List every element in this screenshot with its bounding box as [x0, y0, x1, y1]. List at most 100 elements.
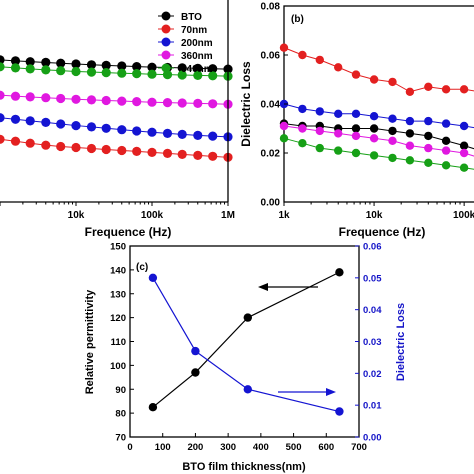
data-point-200nm — [351, 109, 361, 119]
y-tick-label: 0.02 — [261, 149, 281, 160]
data-point-70nm — [41, 140, 51, 150]
panel-c-label: (c) — [136, 262, 148, 273]
data-point-360nm — [388, 136, 397, 145]
data-point-bto — [132, 62, 142, 72]
data-point-bto — [208, 64, 218, 74]
data-point-bto — [10, 56, 21, 66]
panel-c-y2-ticks: 0.00 0.01 0.02 0.03 0.04 0.05 0.06 — [355, 242, 382, 444]
data-point-640nm — [0, 62, 5, 72]
data-point-200nm — [86, 122, 97, 132]
panel-c: 0 100 200 300 400 500 600 700 70 80 90 100 110 120 13… — [84, 242, 407, 474]
data-point-70nm — [0, 134, 5, 144]
x-tick-label: 700 — [351, 442, 367, 453]
data-point-dielectric-loss — [191, 346, 200, 356]
y-tick-label: 80 — [115, 409, 126, 420]
y-tick-label: 120 — [110, 313, 126, 324]
panel-c-y-axis-label: Relative permittivity — [84, 289, 96, 394]
data-point-bto — [441, 136, 451, 145]
panel-c-y2-axis-label: Dielectric Loss — [395, 303, 407, 381]
data-point-permittivity — [148, 403, 158, 412]
data-point-200nm — [41, 117, 51, 127]
legend-label: BTO — [181, 12, 202, 23]
x-tick-label: 100k — [453, 210, 474, 221]
y-tick-label: 140 — [110, 265, 126, 276]
y-tick-label: 0.00 — [261, 198, 281, 209]
data-point-bto — [405, 129, 415, 138]
y-tick-label: 110 — [111, 337, 126, 348]
data-point-70nm — [441, 85, 451, 94]
data-point-360nm — [193, 98, 203, 108]
data-point-bto — [25, 57, 35, 67]
series-line-bto — [0, 59, 229, 70]
data-point-640nm — [177, 70, 187, 80]
data-point-360nm — [424, 143, 433, 153]
panel-a: 10k 100k 1M BTO 70nm 200nm 360nm — [0, 0, 235, 239]
data-point-70nm — [56, 141, 66, 152]
data-point-70nm — [177, 149, 187, 159]
data-point-bto — [41, 57, 51, 67]
data-point-640nm — [101, 68, 111, 78]
data-point-640nm — [298, 139, 307, 148]
legend-label: 70nm — [181, 25, 207, 36]
data-point-bto — [424, 131, 433, 141]
data-point-640nm — [208, 71, 218, 81]
data-point-360nm — [10, 91, 21, 101]
data-point-70nm — [25, 138, 35, 148]
data-point-70nm — [132, 146, 142, 156]
series-line-640nm — [0, 66, 229, 77]
y2-tick-label: 0.01 — [363, 401, 382, 412]
data-point-200nm — [10, 114, 21, 124]
y-tick-label: 70 — [115, 433, 126, 444]
legend-label: 200nm — [181, 38, 213, 49]
y2-tick-label: 0.00 — [363, 433, 382, 444]
data-point-70nm — [388, 77, 397, 87]
panel-b-x-ticks: 1k 10k 100k — [278, 202, 474, 221]
data-point-640nm — [117, 68, 127, 78]
data-point-360nm — [147, 97, 157, 107]
x-tick-label: 600 — [318, 442, 334, 453]
data-point-360nm — [56, 93, 66, 104]
data-point-640nm — [334, 146, 343, 155]
panel-b: 1k 10k 100k 0.00 0.02 0.04 0.06 0.08 (b) Diele… — [239, 2, 474, 239]
x-tick-label: 0 — [127, 442, 132, 453]
right-axis-arrow — [278, 388, 336, 396]
series-line-360nm — [0, 94, 229, 105]
y2-tick-label: 0.05 — [363, 273, 382, 284]
y-tick-label: 130 — [110, 289, 126, 300]
panel-c-x-axis-label: BTO film thickness(nm) — [182, 461, 306, 473]
y-tick-label: 0.06 — [261, 51, 281, 62]
data-point-bto — [388, 126, 397, 136]
data-point-dielectric-loss — [243, 385, 252, 394]
left-axis-arrow — [258, 283, 318, 291]
legend-item-70nm: 70nm — [158, 24, 207, 36]
y2-tick-label: 0.02 — [363, 369, 382, 380]
y2-tick-label: 0.04 — [363, 305, 382, 316]
data-point-200nm — [56, 119, 66, 129]
x-tick-label: 10k — [366, 210, 383, 221]
data-point-bto — [117, 61, 127, 71]
data-point-permittivity — [335, 268, 344, 277]
data-point-640nm — [441, 161, 451, 170]
series-line-dielectric-loss — [152, 277, 340, 413]
data-point-70nm — [369, 75, 379, 84]
data-point-200nm — [71, 121, 81, 131]
data-point-640nm — [86, 67, 97, 77]
x-tick-label: 10k — [68, 210, 85, 221]
data-point-360nm — [208, 99, 218, 109]
data-point-640nm — [41, 65, 51, 75]
data-point-200nm — [315, 107, 324, 116]
y-tick-label: 90 — [115, 385, 126, 396]
data-point-640nm — [147, 69, 157, 79]
data-point-70nm — [147, 147, 157, 157]
y-tick-label: 0.04 — [261, 100, 281, 111]
data-point-360nm — [71, 94, 81, 104]
data-point-360nm — [334, 129, 343, 138]
data-point-70nm — [162, 148, 173, 158]
data-point-70nm — [459, 85, 469, 94]
panel-b-series — [279, 43, 474, 172]
series-line-200nm — [0, 117, 229, 138]
data-point-70nm — [351, 70, 361, 79]
series-line-permittivity — [152, 271, 340, 408]
data-point-70nm — [315, 55, 324, 65]
